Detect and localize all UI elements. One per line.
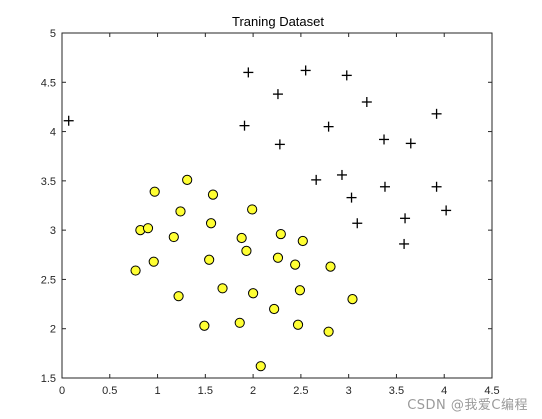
circle-point (149, 186, 160, 197)
x-tick-label: 3 (346, 385, 352, 397)
plus-point (63, 115, 74, 126)
circle-point (255, 361, 266, 372)
chart-title: Traning Dataset (232, 14, 324, 29)
data-points (63, 65, 452, 372)
plus-point (400, 213, 411, 224)
plus-point (336, 169, 347, 180)
plus-point (239, 120, 250, 131)
circle-point (173, 291, 184, 302)
circle-point (130, 265, 141, 276)
circle-point (204, 254, 215, 265)
plot-area (61, 32, 493, 379)
x-tick-label: 1 (154, 385, 160, 397)
circle-point (248, 288, 259, 299)
y-axis: 1.5 2 2.5 3 3.5 4 4.5 5 (41, 28, 492, 385)
circle-point (236, 232, 247, 244)
circle-point (199, 320, 210, 331)
plus-point (399, 238, 410, 249)
circle-point (294, 285, 306, 296)
circle-point (323, 326, 334, 337)
plus-point (274, 139, 285, 150)
y-tick-label: 3.5 (41, 176, 56, 188)
plus-point (441, 205, 452, 216)
circle-point (175, 206, 186, 217)
x-tick-label: 0 (59, 385, 65, 397)
y-tick-label: 5 (50, 28, 56, 40)
plus-point (431, 108, 442, 119)
y-tick-label: 2 (50, 324, 56, 336)
plus-point (379, 181, 390, 192)
x-tick-label: 2.5 (293, 385, 308, 397)
plus-point (272, 89, 283, 100)
plus-point (379, 134, 390, 145)
circle-point (182, 174, 193, 185)
plus-point (311, 174, 322, 185)
circle-point (168, 231, 179, 243)
plus-point (361, 97, 372, 107)
x-tick-label: 0.5 (102, 385, 117, 397)
plus-point (341, 70, 352, 81)
y-tick-label: 2.5 (41, 274, 56, 286)
circle-point (247, 204, 258, 215)
circle-point (142, 223, 154, 234)
watermark: CSDN @我爱C编程 (407, 398, 528, 413)
plus-point (323, 121, 334, 132)
y-tick-label: 3 (50, 225, 56, 237)
plus-point (431, 181, 442, 192)
x-tick-label: 2 (250, 385, 256, 397)
circle-point (217, 283, 228, 294)
circle-point (148, 256, 159, 267)
plus-point (352, 218, 363, 229)
circle-point (290, 259, 301, 270)
circle-point (275, 228, 286, 240)
circle-point (347, 294, 358, 305)
circle-point (272, 252, 284, 263)
circle-point (297, 235, 308, 247)
plus-point (243, 67, 254, 78)
x-tick-label: 3.5 (389, 385, 404, 397)
x-tick-label: 4 (441, 385, 447, 397)
circle-point (241, 245, 252, 256)
plus-point (405, 138, 416, 149)
circle-point (325, 261, 336, 272)
y-tick-label: 1.5 (41, 373, 56, 385)
circle-point (205, 218, 217, 229)
x-tick-label: 1.5 (198, 385, 213, 397)
y-tick-label: 4.5 (41, 77, 56, 89)
circle-point (292, 319, 304, 330)
circle-point (269, 303, 280, 315)
circle-point (234, 317, 245, 328)
plus-point (300, 65, 311, 76)
x-axis: 0 0.5 1 1.5 2 2.5 3 3.5 4 4.5 (59, 33, 500, 397)
y-tick-label: 4 (50, 127, 56, 139)
x-tick-label: 4.5 (484, 385, 499, 397)
plus-point (346, 192, 357, 203)
circle-point (207, 189, 219, 200)
